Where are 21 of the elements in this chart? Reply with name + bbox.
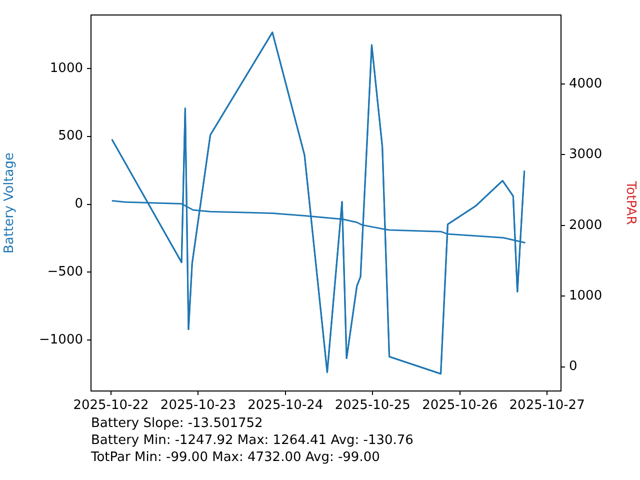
text: TotPar Min: -99.00 Max: 4732.00 Avg: -99.00 [91, 449, 381, 466]
x-tick-label: 2025-10-25 [334, 398, 410, 414]
x-tick-label: 2025-10-23 [160, 398, 236, 414]
y-tick-label: −1000 [39, 332, 83, 348]
y2-tick-label: 0 [569, 359, 578, 374]
x-tick-label: 2025-10-26 [422, 398, 498, 414]
text: Battery Min: -1247.92 Max: 1264.41 Avg: -130.76 [91, 432, 414, 449]
x-tick-label: 2025-10-27 [509, 398, 585, 414]
y-tick-label: 1000 [50, 60, 83, 76]
y-tick-label: 0 [74, 196, 83, 212]
x-tick-label: 2025-10-22 [73, 398, 149, 414]
x-tick-label: 2025-10-24 [248, 398, 324, 414]
y-tick-label: 500 [58, 128, 83, 144]
y2-axis-title: TotPAR [622, 180, 638, 225]
y2-tick-label: 3000 [569, 147, 602, 162]
text: Battery Slope: -13.501752 [91, 415, 264, 432]
y2-tick-label: 1000 [569, 288, 602, 304]
y2-tick-label: 2000 [569, 218, 602, 233]
y2-tick-label: 4000 [569, 76, 602, 92]
y-tick-label: −500 [47, 264, 83, 280]
y-axis-title: Battery Voltage [2, 152, 18, 254]
